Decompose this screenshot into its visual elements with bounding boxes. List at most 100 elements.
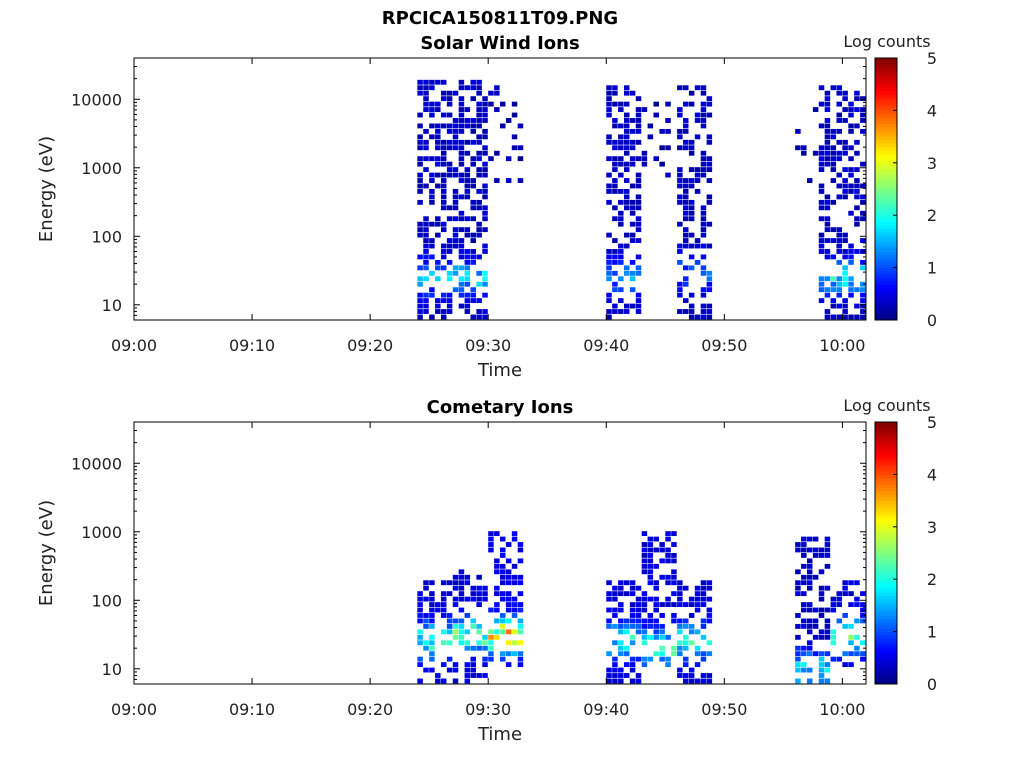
heatmap-cell xyxy=(836,90,842,96)
heatmap-cell xyxy=(505,596,512,602)
heatmap-cell xyxy=(429,107,435,112)
heatmap-cell xyxy=(452,243,459,249)
colorbar-segment xyxy=(875,205,897,210)
heatmap-cell xyxy=(488,651,494,657)
heatmap-cell xyxy=(665,662,671,668)
heatmap-cell xyxy=(694,585,701,591)
heatmap-cell xyxy=(464,167,471,173)
heatmap-cell xyxy=(417,602,423,607)
heatmap-cell xyxy=(446,167,453,173)
heatmap-cell xyxy=(659,602,665,607)
colorbar-segment xyxy=(875,451,897,456)
heatmap-cell xyxy=(505,651,512,657)
heatmap-cell xyxy=(429,634,435,640)
heatmap-cell xyxy=(836,172,842,178)
heatmap-cell xyxy=(795,585,801,591)
heatmap-cell xyxy=(860,265,866,271)
heatmap-cell xyxy=(854,189,860,194)
heatmap-cell xyxy=(824,161,831,167)
heatmap-cell xyxy=(435,172,441,178)
heatmap-cell xyxy=(618,623,624,629)
heatmap-cell xyxy=(476,585,482,591)
heatmap-cell xyxy=(623,265,630,271)
heatmap-cell xyxy=(629,139,636,145)
heatmap-cell xyxy=(464,596,471,602)
heatmap-cell xyxy=(435,161,441,167)
heatmap-cell xyxy=(440,194,447,200)
heatmap-cell xyxy=(505,591,512,597)
heatmap-cell xyxy=(464,107,471,112)
heatmap-cell xyxy=(824,634,831,640)
heatmap-cell xyxy=(842,623,848,629)
heatmap-cell xyxy=(464,662,471,668)
heatmap-cell xyxy=(423,292,429,298)
heatmap-cell xyxy=(683,238,689,243)
heatmap-cell xyxy=(500,569,506,575)
heatmap-cell xyxy=(482,656,488,662)
heatmap-cell xyxy=(848,651,854,657)
heatmap-cell xyxy=(623,128,630,134)
colorbar-segment xyxy=(875,608,897,613)
heatmap-cell xyxy=(417,145,423,151)
heatmap-cell xyxy=(824,90,831,96)
heatmap-cell xyxy=(860,249,866,254)
heatmap-cell xyxy=(423,618,429,624)
heatmap-cell xyxy=(806,585,813,591)
heatmap-cell xyxy=(653,156,659,162)
heatmap-cell xyxy=(429,591,435,597)
heatmap-cell xyxy=(635,270,642,276)
heatmap-cell xyxy=(423,216,429,222)
heatmap-cell xyxy=(795,662,801,668)
heatmap-cell xyxy=(818,216,825,222)
colorbar-segment xyxy=(875,67,897,72)
heatmap-cell xyxy=(683,232,689,238)
heatmap-cell xyxy=(842,118,848,123)
heatmap-cell xyxy=(446,216,453,222)
heatmap-cell xyxy=(435,107,441,112)
heatmap-cell xyxy=(470,591,476,597)
heatmap-cell xyxy=(848,259,854,265)
colorbar-segment xyxy=(875,559,897,564)
colorbar-segment xyxy=(875,234,897,239)
heatmap-cell xyxy=(801,574,807,580)
heatmap-cell xyxy=(795,542,801,547)
heatmap-cell xyxy=(836,276,842,282)
colorbar-segment xyxy=(875,74,897,79)
heatmap-cell xyxy=(688,613,695,618)
heatmap-cell xyxy=(452,678,459,684)
heatmap-cell xyxy=(677,580,683,586)
heatmap-cell xyxy=(824,139,831,145)
heatmap-cell xyxy=(458,303,465,309)
heatmap-cell xyxy=(694,167,701,173)
heatmap-cell xyxy=(494,634,500,640)
colorbar-segment xyxy=(875,435,897,439)
heatmap-cell xyxy=(500,651,506,657)
heatmap-cell xyxy=(446,591,453,597)
heatmap-cell xyxy=(470,314,476,320)
heatmap-cell xyxy=(606,107,612,112)
heatmap-cell xyxy=(683,145,689,151)
heatmap-cell xyxy=(464,640,471,646)
heatmap-cell xyxy=(653,602,659,607)
heatmap-cell xyxy=(494,178,500,183)
heatmap-cell xyxy=(830,656,837,662)
heatmap-cell xyxy=(688,602,695,607)
heatmap-cell xyxy=(440,161,447,167)
heatmap-cell xyxy=(482,194,488,200)
heatmap-cell xyxy=(618,309,624,314)
heatmap-cell xyxy=(423,580,429,586)
heatmap-cell xyxy=(511,112,518,118)
heatmap-cell xyxy=(635,602,642,607)
heatmap-cell xyxy=(606,265,612,271)
heatmap-cell xyxy=(435,221,441,227)
colorbar-segment xyxy=(875,152,897,157)
heatmap-cell xyxy=(683,281,689,287)
heatmap-cell xyxy=(812,623,819,629)
heatmap-cell xyxy=(653,101,659,107)
heatmap-cell xyxy=(700,90,707,96)
heatmap-cell xyxy=(694,243,701,249)
heatmap-cell xyxy=(612,623,618,629)
heatmap-cell xyxy=(429,623,435,629)
x-tick-label: 09:30 xyxy=(465,336,511,355)
heatmap-cell xyxy=(440,139,447,145)
